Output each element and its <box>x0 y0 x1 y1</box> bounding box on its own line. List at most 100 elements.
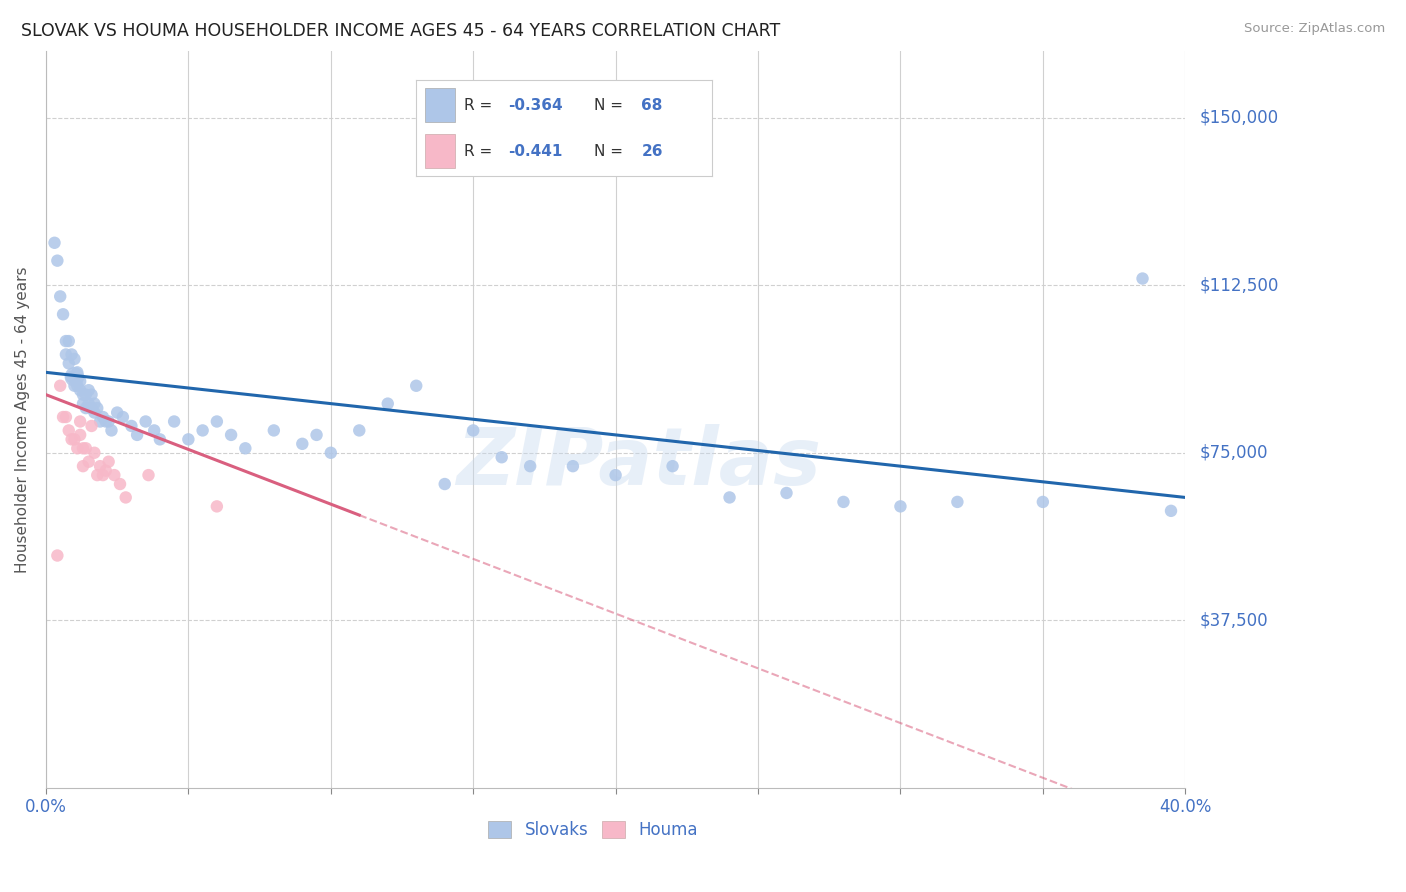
Point <box>94 415 117 429</box>
Point <box>377 396 399 410</box>
Point <box>80 419 103 434</box>
Point <box>103 468 125 483</box>
Point <box>561 459 583 474</box>
Point <box>66 442 89 456</box>
Point <box>319 446 342 460</box>
Point <box>889 500 911 514</box>
Point <box>72 459 94 474</box>
Point <box>89 415 111 429</box>
Point <box>58 356 80 370</box>
Point <box>63 369 86 384</box>
Point <box>69 374 91 388</box>
Point <box>163 415 186 429</box>
Point <box>263 424 285 438</box>
Point <box>58 424 80 438</box>
Point <box>44 235 66 250</box>
Point <box>55 334 77 348</box>
Point <box>83 406 105 420</box>
Point <box>55 347 77 361</box>
Point <box>91 410 114 425</box>
Point <box>49 378 72 392</box>
Point <box>66 378 89 392</box>
Point <box>433 477 456 491</box>
Point <box>63 433 86 447</box>
Point <box>519 459 541 474</box>
Point <box>91 468 114 483</box>
Point <box>491 450 513 465</box>
Point <box>72 396 94 410</box>
Text: $150,000: $150,000 <box>1199 109 1278 127</box>
Point <box>219 428 242 442</box>
Point <box>291 437 314 451</box>
Point <box>69 415 91 429</box>
Point <box>1132 271 1154 285</box>
Point <box>55 410 77 425</box>
Point <box>97 455 120 469</box>
Point <box>205 500 228 514</box>
Point <box>775 486 797 500</box>
Point <box>463 424 485 438</box>
Point <box>135 415 157 429</box>
Text: SLOVAK VS HOUMA HOUSEHOLDER INCOME AGES 45 - 64 YEARS CORRELATION CHART: SLOVAK VS HOUMA HOUSEHOLDER INCOME AGES … <box>21 22 780 40</box>
Point <box>177 433 200 447</box>
Point <box>832 495 855 509</box>
Point <box>605 468 627 483</box>
Point <box>114 491 136 505</box>
Point <box>75 387 97 401</box>
Point <box>83 446 105 460</box>
Point <box>72 387 94 401</box>
Point <box>63 378 86 392</box>
Point <box>661 459 683 474</box>
Point <box>305 428 328 442</box>
Point <box>60 369 83 384</box>
Point <box>405 378 427 392</box>
Point <box>66 365 89 379</box>
Point <box>86 468 108 483</box>
Point <box>75 401 97 415</box>
Point <box>127 428 149 442</box>
Point <box>69 383 91 397</box>
Legend: Slovaks, Houma: Slovaks, Houma <box>481 814 704 846</box>
Point <box>46 253 69 268</box>
Point <box>1160 504 1182 518</box>
Point <box>60 347 83 361</box>
Point <box>97 415 120 429</box>
Point <box>52 410 75 425</box>
Point <box>58 334 80 348</box>
Point <box>86 401 108 415</box>
Point <box>75 442 97 456</box>
Point <box>77 383 100 397</box>
Point <box>83 396 105 410</box>
Text: ZIPatlas: ZIPatlas <box>456 425 821 502</box>
Point <box>718 491 741 505</box>
Point <box>77 455 100 469</box>
Point <box>89 459 111 474</box>
Point <box>80 387 103 401</box>
Point <box>205 415 228 429</box>
Point <box>946 495 969 509</box>
Point <box>63 351 86 366</box>
Point <box>111 410 134 425</box>
Point <box>46 549 69 563</box>
Point <box>143 424 166 438</box>
Point <box>49 289 72 303</box>
Point <box>69 428 91 442</box>
Text: Source: ZipAtlas.com: Source: ZipAtlas.com <box>1244 22 1385 36</box>
Point <box>52 307 75 321</box>
Point <box>94 464 117 478</box>
Point <box>149 433 172 447</box>
Point <box>233 442 256 456</box>
Point <box>1032 495 1054 509</box>
Point <box>120 419 142 434</box>
Point <box>60 433 83 447</box>
Point <box>72 442 94 456</box>
Point <box>191 424 214 438</box>
Point <box>105 406 128 420</box>
Point <box>108 477 131 491</box>
Point <box>349 424 371 438</box>
Point <box>138 468 160 483</box>
Point <box>100 424 122 438</box>
Y-axis label: Householder Income Ages 45 - 64 years: Householder Income Ages 45 - 64 years <box>15 266 30 573</box>
Text: $112,500: $112,500 <box>1199 277 1278 294</box>
Point <box>80 401 103 415</box>
